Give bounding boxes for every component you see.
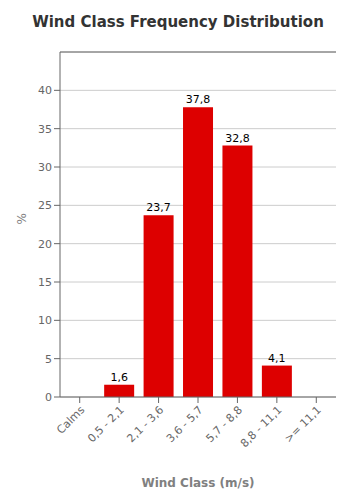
svg-text:25: 25 <box>38 199 52 212</box>
svg-text:32,8: 32,8 <box>225 132 250 145</box>
svg-text:40: 40 <box>38 84 52 97</box>
svg-text:10: 10 <box>38 314 52 327</box>
svg-text:5: 5 <box>45 353 52 366</box>
svg-text:3,6 - 5,7: 3,6 - 5,7 <box>164 403 206 445</box>
html-text:Wind Class Frequency Distribut: Wind Class Frequency Distribution <box>32 13 324 31</box>
svg-text:0: 0 <box>45 391 52 404</box>
svg-text:5,7 - 8,8: 5,7 - 8,8 <box>203 403 246 446</box>
svg-text:0,5 - 2,1: 0,5 - 2,1 <box>85 403 127 445</box>
svg-text:1,6: 1,6 <box>110 371 128 384</box>
svg-text:2,1 - 3,6: 2,1 - 3,6 <box>125 403 167 445</box>
svg-text:8,8 - 11,1: 8,8 - 11,1 <box>238 403 285 450</box>
svg-text:Wind Class (m/s): Wind Class (m/s) <box>141 476 254 490</box>
svg-text:15: 15 <box>38 276 52 289</box>
svg-text:30: 30 <box>38 161 52 174</box>
svg-text:4,1: 4,1 <box>268 352 286 365</box>
svg-text:>= 11,1: >= 11,1 <box>282 403 324 445</box>
svg-text:37,8: 37,8 <box>186 93 211 106</box>
svg-text:23,7: 23,7 <box>146 201 171 214</box>
svg-text:Calms: Calms <box>54 403 87 436</box>
svg-text:20: 20 <box>38 238 52 251</box>
svg-text:35: 35 <box>38 123 52 136</box>
svg-text:%: % <box>15 213 29 224</box>
